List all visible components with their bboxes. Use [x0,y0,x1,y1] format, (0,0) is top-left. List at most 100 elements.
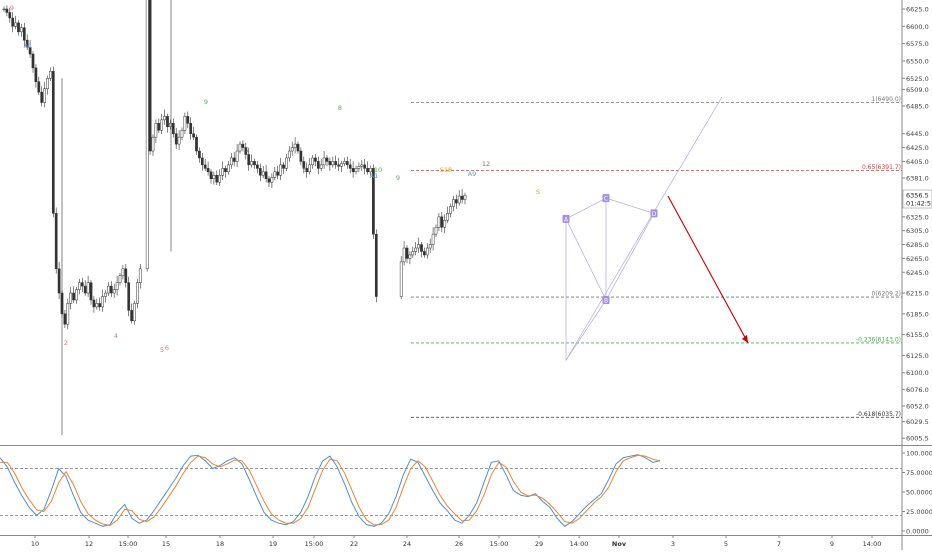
candle-body [227,164,230,173]
candle-body [66,303,70,325]
fib-level-label: -0.236(6143.0) [856,336,901,343]
candle-body [95,303,99,308]
candle-body [86,282,90,294]
candle-body [340,163,343,167]
candle-body [372,168,375,235]
candle-body [154,123,158,138]
harmonic-point-label: C [604,196,608,203]
candle-body [206,168,210,173]
candle-body [258,168,262,176]
candle-body [145,0,149,270]
candle-body [357,166,361,169]
candle-body [337,164,340,167]
candle-body [189,123,193,134]
candle-body [98,303,102,308]
time-tick-label: 10 [31,540,39,548]
candle-body [325,157,329,162]
candle-body [244,147,248,155]
stoch-k-line [0,454,661,527]
harmonic-xab-line [565,218,607,362]
candle-body [200,157,204,166]
time-tick-label: 12 [85,540,93,548]
candle-body [121,268,125,276]
price-tick-label: 6100.0 [906,369,929,377]
candle-body [218,175,222,183]
candle-body [78,282,81,290]
candle-body [31,53,35,69]
candle-body [75,289,78,301]
candle-body [449,206,452,214]
price-tick-label: 6575.0 [906,40,929,48]
td-marker-label: 3 [303,166,307,174]
candle-body [118,275,122,283]
time-tick-label: 7 [777,540,781,548]
candle-body [11,17,15,27]
candle-body [183,116,187,131]
candle-body [264,171,268,179]
candle-body [328,161,332,166]
td-marker-label: A9 [468,170,477,178]
td-marker-label: 9 [10,4,14,12]
candle-body [148,0,152,152]
candle-body [192,133,195,138]
td-marker-label: S18 [440,166,452,174]
candle-body [314,157,317,162]
candle-body [40,91,44,103]
time-tick-label: 14:00 [863,540,882,548]
candle-body [267,178,271,183]
candle-body [287,150,291,159]
candle-body [241,143,245,148]
osc-tick-label: 0.0000 [906,528,929,536]
time-tick-label: 3 [671,540,675,548]
harmonic-point-marker [602,295,610,304]
candle-body [405,247,409,259]
harmonic-point-marker [562,214,570,223]
price-tick-label: 6029.5 [906,418,929,426]
candle-body [417,244,420,249]
td-marker-label: A1 [24,42,33,50]
candle-body [203,164,207,169]
candle-body [169,123,172,128]
projection-arrowhead [742,334,748,343]
price-tick-label: 6265.0 [906,255,929,263]
time-tick-label: 5 [724,540,728,548]
projection-arrow [667,195,749,344]
td-marker-label: 8 [338,104,342,112]
candle-body [8,12,12,19]
candle-body [256,164,259,169]
candle-body [180,129,184,138]
fib-level-label: 0.65(6391.7) [862,164,901,171]
price-tick-label: 6155.0 [906,331,929,339]
price-tick-label: 6215.0 [906,290,929,298]
candle-body [235,150,239,162]
candle-body [215,175,219,183]
time-tick-label: 29 [535,540,543,548]
candles [2,0,467,436]
candle-body [124,268,128,283]
td-marker-label: 9 [204,98,208,106]
candle-body [198,150,201,159]
td-marker-label: 5 [160,346,164,354]
price-tick-label: 6325.0 [906,213,929,221]
candle-body [25,39,29,48]
harmonic-point-label: D [652,211,657,218]
price-tick-label: 6185.0 [906,310,929,318]
price-tick-label: 6285.0 [906,241,929,249]
candle-body [293,143,297,148]
time-axis: 10 12 15:00 15 18 19 15:00 22 24 26 15:00 29 14:00 No… [31,535,882,548]
candle-body [261,171,265,176]
price-tick-label: 6600.0 [906,23,929,31]
candle-body [316,161,320,169]
candle-body [17,22,20,33]
candle-body [411,251,415,256]
time-tick-label: 26 [455,540,463,548]
osc-tick-label: 25.0000 [906,508,932,516]
candle-body [305,168,309,173]
candle-body [414,247,418,252]
td-marker-label: A1 [370,172,379,180]
candle-body [195,136,198,152]
candle-body [174,133,178,145]
